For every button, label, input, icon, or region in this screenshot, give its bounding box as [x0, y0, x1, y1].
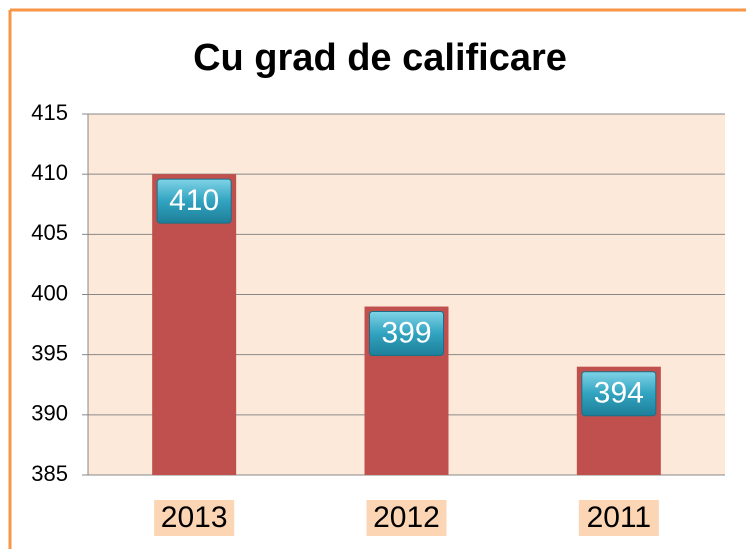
bar	[152, 174, 237, 475]
y-tick-label: 395	[31, 340, 68, 365]
y-tick-label: 415	[31, 100, 68, 125]
y-tick-label: 390	[31, 401, 68, 426]
y-tick-label: 400	[31, 280, 68, 305]
data-label-box	[156, 178, 232, 224]
x-tick-label: 2013	[161, 501, 228, 534]
y-tick-label: 410	[31, 160, 68, 185]
data-label: 399	[381, 316, 431, 349]
category-label-bg	[154, 500, 235, 536]
data-label-box	[581, 371, 657, 417]
category-label-bg	[578, 500, 659, 536]
x-tick-label: 2011	[587, 501, 652, 534]
x-tick-label: 2012	[373, 501, 440, 534]
data-label: 394	[594, 377, 644, 410]
y-tick-label: 405	[31, 220, 68, 245]
y-tick-label: 385	[31, 461, 68, 486]
chart-title: Cu grad de calificare	[193, 37, 567, 79]
data-label: 410	[169, 184, 219, 217]
category-label-bg	[366, 500, 447, 536]
data-label-box	[369, 311, 444, 357]
